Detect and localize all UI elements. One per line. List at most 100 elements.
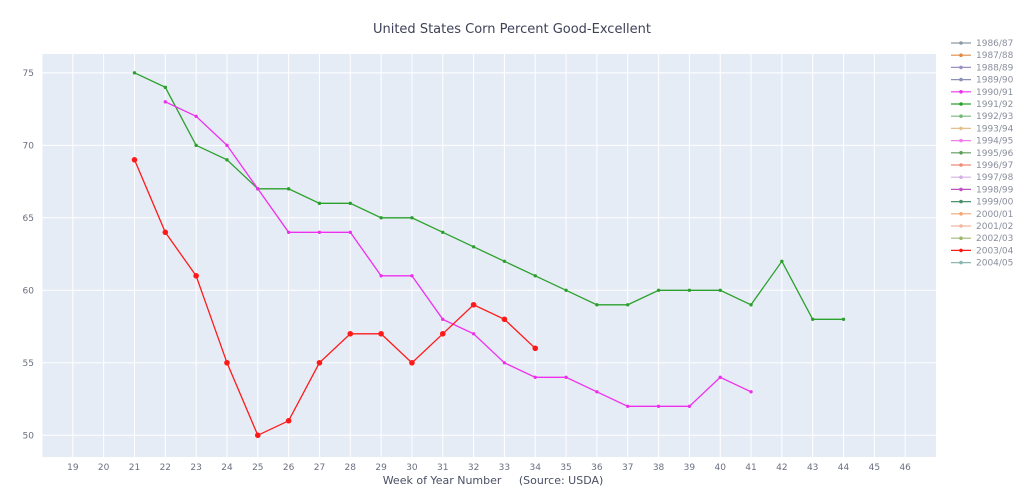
legend-label: 1994/95 [976, 137, 1013, 147]
data-point [626, 303, 630, 307]
legend-item[interactable]: 2000/01 [951, 210, 1013, 220]
legend-item[interactable]: 1998/99 [951, 185, 1014, 195]
series-lines [131, 71, 846, 439]
legend-item[interactable]: 1999/00 [951, 198, 1014, 208]
x-tick-label: 26 [283, 463, 295, 473]
x-tick-label: 38 [653, 463, 665, 473]
data-point [409, 359, 415, 366]
data-point [656, 404, 661, 408]
legend-swatch-marker [959, 114, 963, 118]
legend-swatch-marker [959, 102, 963, 106]
data-point [656, 288, 661, 292]
legend-item[interactable]: 2001/02 [951, 222, 1013, 232]
legend-item[interactable]: 1992/93 [951, 112, 1013, 122]
legend-item[interactable]: 1989/90 [951, 76, 1014, 86]
x-tick-label: 40 [714, 463, 726, 473]
legend[interactable]: 1986/87 1987/88 1988/89 1989/90 1990/91 1991/… [951, 39, 1014, 269]
legend-swatch-marker [959, 260, 963, 265]
x-axis-ticks: 19 20 21 22 23 24 25 26 27 28 29 30 31 32 33 34 35 36 37 38… [67, 463, 911, 473]
x-tick-label: 23 [190, 463, 201, 473]
data-point [595, 390, 599, 394]
y-tick-label: 65 [23, 214, 34, 224]
x-tick-label: 22 [160, 463, 171, 473]
data-point [316, 359, 323, 366]
legend-item[interactable]: 1988/89 [951, 63, 1014, 73]
legend-label: 1999/00 [976, 198, 1014, 208]
legend-label: 1987/88 [976, 51, 1014, 61]
legend-swatch-marker [959, 163, 963, 167]
legend-item[interactable]: 2004/05 [951, 259, 1013, 269]
data-point [162, 229, 169, 236]
legend-label: 2004/05 [976, 259, 1013, 269]
legend-swatch-marker [959, 248, 963, 253]
data-point [687, 288, 692, 292]
legend-item[interactable]: 1986/87 [951, 39, 1013, 49]
legend-item[interactable]: 1996/97 [951, 161, 1013, 171]
legend-swatch-marker [959, 126, 963, 131]
data-point [378, 330, 384, 337]
legend-swatch-marker [959, 175, 963, 179]
legend-label: 2002/03 [976, 234, 1013, 244]
data-point [533, 375, 537, 379]
data-point [132, 71, 137, 75]
x-tick-label: 25 [252, 463, 263, 473]
data-point [501, 316, 508, 323]
data-point [564, 288, 568, 292]
legend-swatch-marker [959, 236, 963, 240]
plot-background [42, 54, 936, 457]
data-point [502, 259, 507, 263]
legend-label: 1991/92 [976, 100, 1013, 110]
data-point [439, 330, 446, 337]
y-tick-label: 75 [23, 69, 34, 79]
legend-item[interactable]: 1997/98 [951, 173, 1014, 183]
data-point [441, 230, 445, 235]
legend-item[interactable]: 1995/96 [951, 149, 1014, 159]
legend-item[interactable]: 2003/04 [951, 246, 1014, 256]
legend-label: 1989/90 [976, 76, 1014, 86]
legend-swatch-marker [959, 151, 963, 155]
y-tick-label: 70 [23, 141, 35, 151]
x-tick-label: 36 [591, 463, 603, 473]
legend-label: 1996/97 [976, 161, 1013, 171]
data-point [347, 330, 354, 337]
legend-item[interactable]: 1994/95 [951, 137, 1013, 147]
x-tick-label: 42 [776, 463, 787, 473]
data-point [626, 404, 630, 408]
legend-label: 1997/98 [976, 173, 1014, 183]
legend-item[interactable]: 1993/94 [951, 124, 1014, 134]
data-point [317, 201, 322, 206]
legend-label: 1998/99 [976, 185, 1014, 195]
data-point [841, 317, 846, 321]
data-point [379, 216, 383, 220]
legend-swatch-marker [959, 90, 963, 94]
legend-label: 1992/93 [976, 112, 1013, 122]
x-tick-label: 31 [437, 463, 448, 473]
legend-label: 2001/02 [976, 222, 1013, 232]
x-tick-label: 39 [684, 463, 696, 473]
legend-item[interactable]: 1987/88 [951, 51, 1014, 61]
data-point [810, 317, 815, 321]
data-point [131, 157, 138, 163]
data-point [441, 317, 445, 321]
data-point [410, 216, 414, 220]
data-point [286, 187, 291, 191]
x-tick-label: 35 [560, 463, 571, 473]
series-line [133, 159, 536, 437]
legend-item[interactable]: 1990/91 [951, 88, 1013, 98]
legend-swatch-marker [959, 224, 963, 228]
x-tick-label: 30 [406, 463, 418, 473]
data-point [379, 274, 383, 278]
series-2003-04 [131, 157, 539, 439]
legend-swatch-marker [959, 77, 963, 82]
legend-item[interactable]: 2002/03 [951, 234, 1013, 244]
data-point [564, 375, 568, 379]
legend-item[interactable]: 1991/92 [951, 100, 1013, 110]
data-point [718, 375, 722, 379]
legend-label: 1993/94 [976, 124, 1014, 134]
data-point [254, 432, 261, 439]
data-point [687, 404, 692, 408]
y-axis-ticks: 50 55 60 65 70 75 [23, 69, 35, 441]
x-tick-label: 20 [98, 463, 110, 473]
data-point [410, 274, 414, 278]
